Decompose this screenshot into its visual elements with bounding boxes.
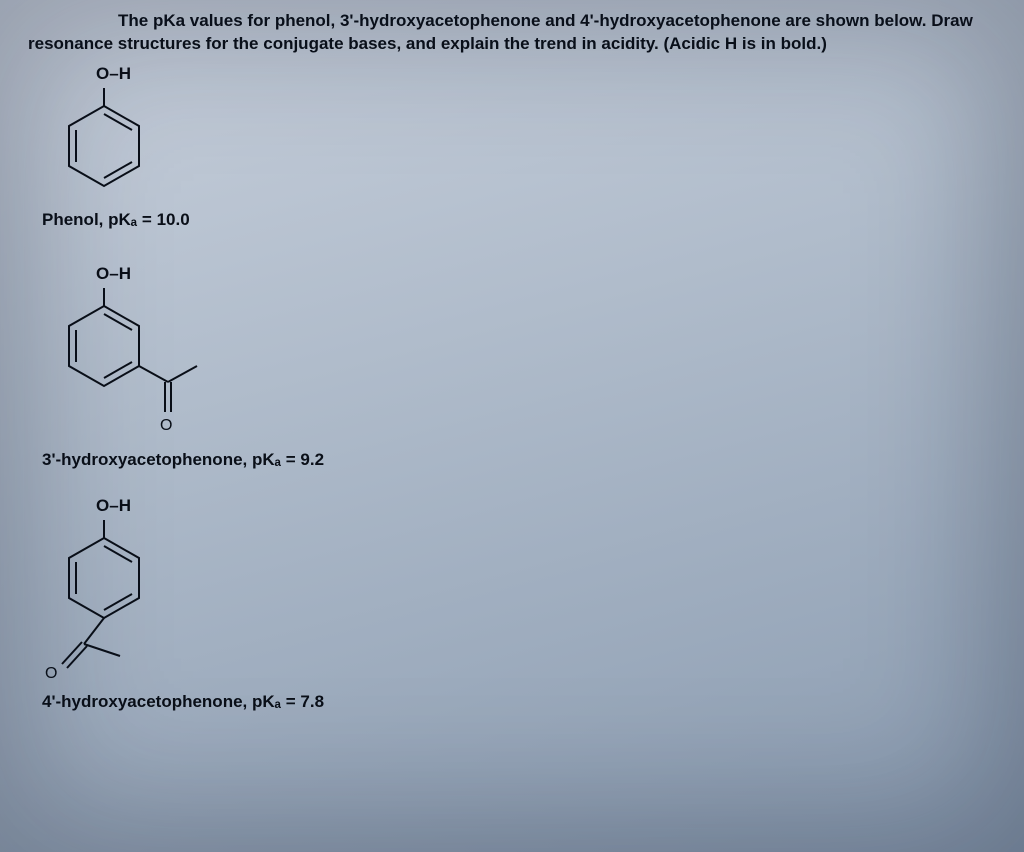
oh-label: O–H: [96, 496, 996, 516]
4hap-caption: 4'-hydroxyacetophenone, pKₐ = 7.8: [42, 692, 996, 712]
compound-phenol: O–H Phenol, pKₐ = 10.0: [42, 64, 996, 230]
oh-h: H: [119, 64, 131, 83]
oh-h: H: [119, 264, 131, 283]
oh-label: O–H: [96, 264, 996, 284]
phenol-structure-icon: [42, 84, 172, 204]
p-hydroxyacetophenone-structure-icon: O: [42, 516, 212, 686]
phenol-caption: Phenol, pKₐ = 10.0: [42, 210, 996, 230]
m-hydroxyacetophenone-structure-icon: O: [42, 284, 232, 444]
carbonyl-o-label: O: [45, 665, 57, 682]
oh-label: O–H: [96, 64, 996, 84]
compound-4hap: O–H O 4'-hydroxyacetopheno: [42, 496, 996, 712]
compound-3hap: O–H O 3'-hydroxyacetopheno: [42, 264, 996, 470]
oh-o: O–: [96, 264, 119, 283]
oh-o: O–: [96, 496, 119, 515]
worksheet-page: The pKa values for phenol, 3'-hydroxyace…: [0, 0, 1024, 852]
oh-h: H: [119, 496, 131, 515]
oh-o: O–: [96, 64, 119, 83]
3hap-caption: 3'-hydroxyacetophenone, pKₐ = 9.2: [42, 450, 996, 470]
question-prompt: The pKa values for phenol, 3'-hydroxyace…: [28, 10, 996, 56]
carbonyl-o-label: O: [160, 417, 172, 434]
